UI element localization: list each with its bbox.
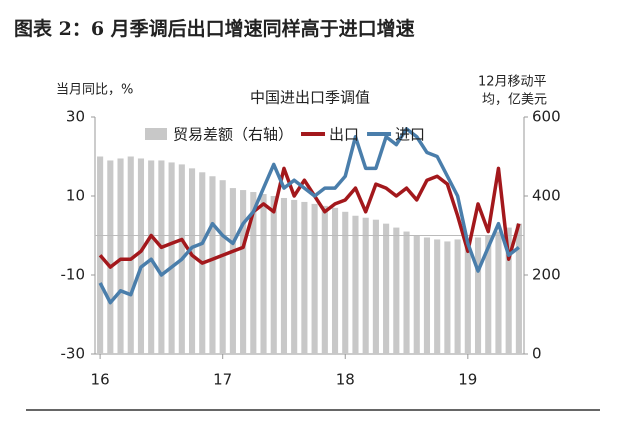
y-tick-label: -10 [61,266,86,284]
bar [515,223,522,354]
bar [270,196,277,354]
page-title: 图表 2：6 月季调后出口增速同样高于进口增速 [14,17,415,40]
legend-label: 进口 [395,126,425,144]
y-axis-label: 当月同比，% [56,83,133,98]
legend-label: 出口 [329,126,359,144]
bar [127,156,134,354]
bar [229,188,236,354]
bar [188,168,196,354]
y2-tick-label: 400 [532,187,561,205]
y-tick-label: -30 [61,345,86,363]
bar [454,239,461,354]
y2-tick-label: 200 [532,266,561,284]
bar [250,192,257,354]
bar [168,162,175,354]
bar [393,227,400,354]
line [98,166,521,269]
bar [107,160,114,354]
bar [434,239,441,354]
bar [342,211,349,354]
x-tick-label: 16 [91,371,110,389]
bar [444,241,451,354]
bar [372,219,379,354]
bar [423,237,431,354]
y2-tick-label: 0 [532,345,542,363]
legend-label: 贸易差额（右轴） [173,126,293,144]
chart-title: 中国进出口季调值 [250,89,370,107]
legend-swatch [145,128,167,140]
bar [97,156,104,354]
x-tick-label: 17 [213,371,232,389]
bar [280,197,288,354]
bar [505,227,512,354]
bar [485,235,492,354]
bar [301,201,308,354]
y2-axis-label: 均，亿美元 [482,93,547,108]
bar [291,199,298,354]
bar [352,215,359,354]
bar [413,235,420,354]
line [98,127,520,305]
bar [209,176,216,354]
x-tick-label: 18 [336,371,355,389]
bar [311,203,318,354]
bar [148,160,155,354]
bar [464,239,471,354]
bar [321,205,328,354]
bar [331,207,339,354]
bar [260,194,267,354]
y-tick-label: 10 [66,187,85,205]
bar [137,158,145,354]
bar [495,231,502,354]
y-tick-label: 30 [66,108,85,126]
bar [383,223,390,354]
y2-axis-label: 12月移动平 [478,75,547,90]
bar [158,160,165,354]
bar [362,217,369,354]
bar [219,180,226,354]
bar [474,237,482,354]
bar [403,231,410,354]
bar [117,158,124,354]
x-tick-label: 19 [458,371,477,389]
y2-tick-label: 600 [532,108,561,126]
bar [240,190,247,354]
